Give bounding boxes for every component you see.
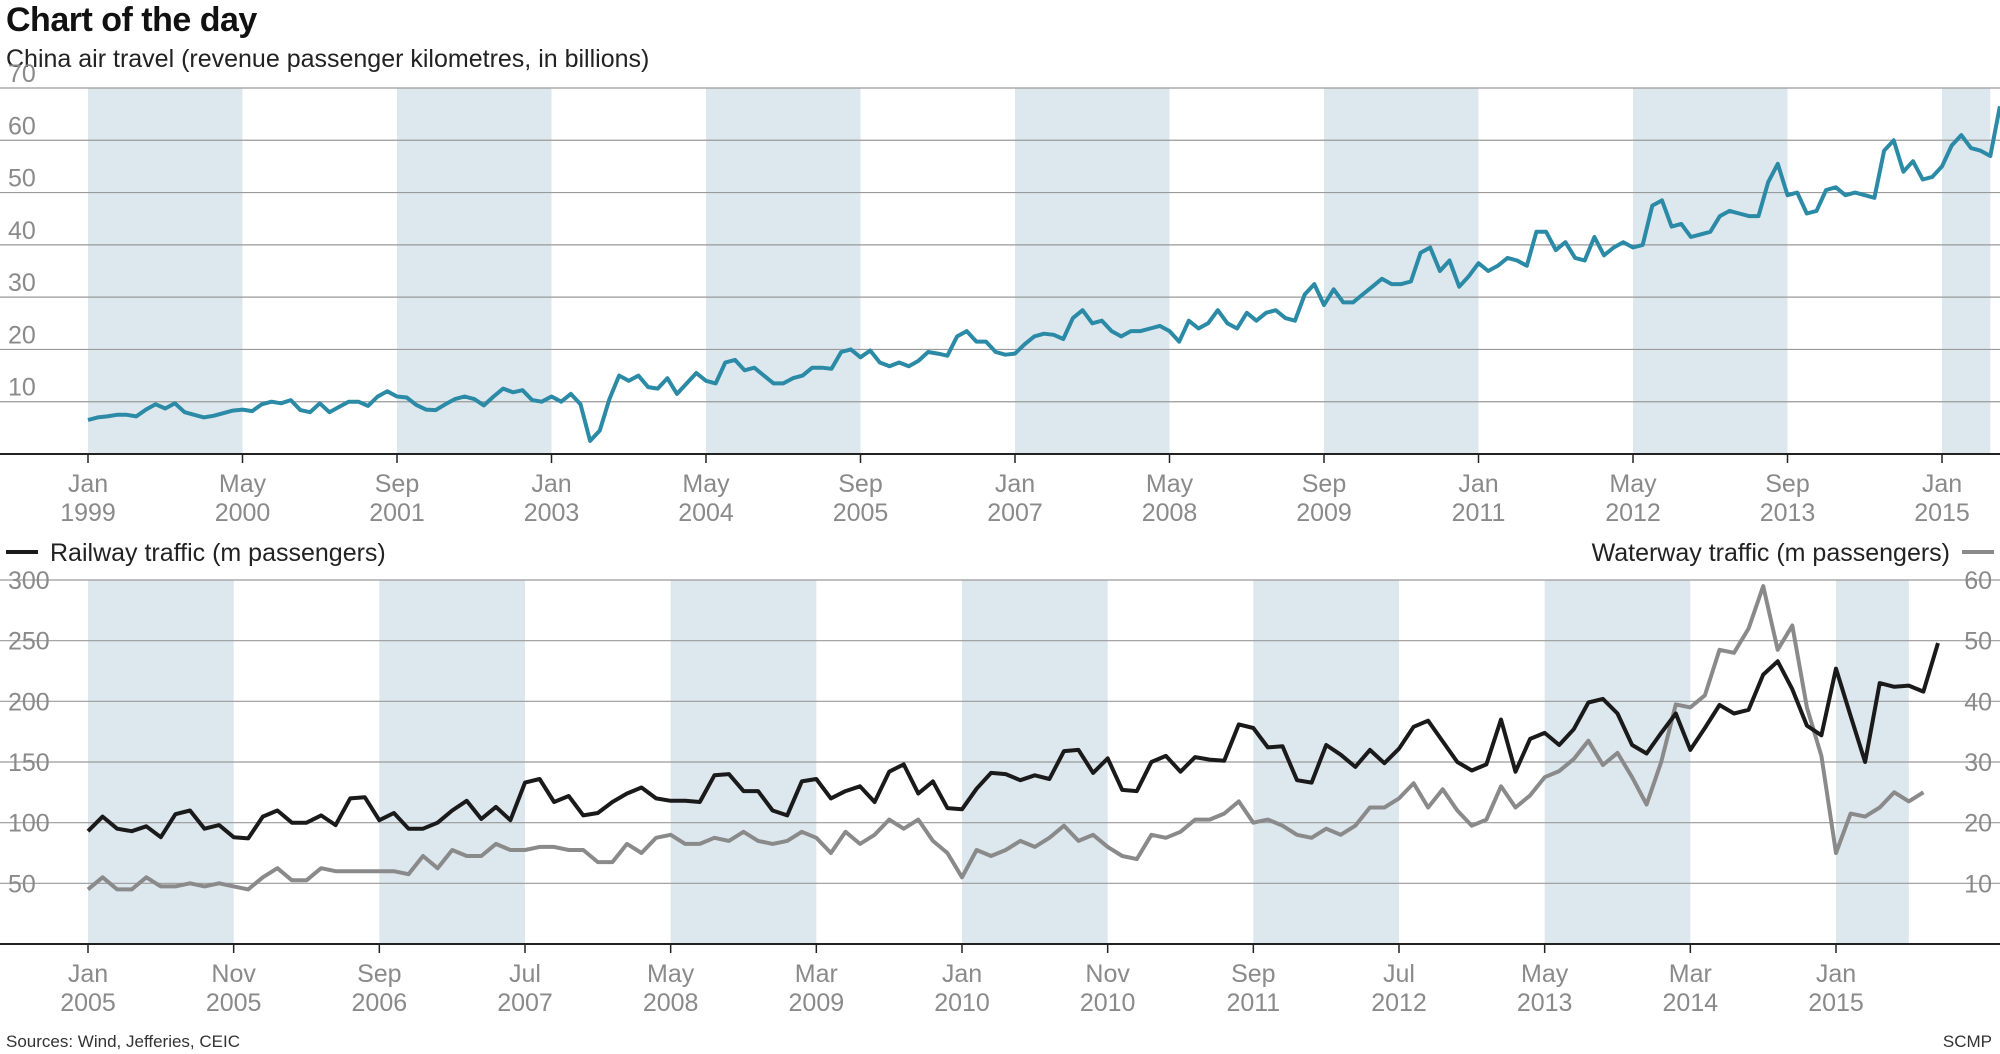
bottom-x-tick-month: Jul [1383, 960, 1415, 988]
bottom-x-tick-year: 2010 [934, 989, 990, 1017]
top-x-tick-year: 2003 [524, 499, 580, 527]
top-x-tick-month: May [1609, 470, 1657, 498]
bottom-x-tick-year: 2005 [60, 989, 116, 1017]
bottom-x-tick-year: 2006 [352, 989, 408, 1017]
top-y-tick-labels: 10 20 30 40 50 60 70 [8, 60, 36, 402]
top-y-tick-label: 40 [8, 217, 36, 245]
bottom-left-y-tick-label: 300 [8, 567, 50, 595]
bottom-x-tick-month: Sep [357, 960, 401, 988]
bottom-x-tick-year: 2010 [1080, 989, 1136, 1017]
top-x-tick-month: May [682, 470, 730, 498]
bottom-left-y-tick-label: 250 [8, 628, 50, 656]
top-x-tick-month: May [1146, 470, 1194, 498]
top-y-tick-label: 30 [8, 269, 36, 297]
bottom-x-tick-month: Nov [1085, 960, 1130, 988]
top-x-tick-month: May [219, 470, 267, 498]
bottom-x-tick-year: 2008 [643, 989, 699, 1017]
bottom-left-y-tick-labels: 50 100 150 200 250 300 [8, 567, 50, 898]
bottom-x-tick-month: Mar [795, 960, 838, 988]
bottom-x-tick-month: Jul [509, 960, 541, 988]
top-y-tick-label: 50 [8, 165, 36, 193]
top-x-tick-month: Jan [1458, 470, 1498, 498]
bottom-x-tick-month: May [647, 960, 695, 988]
bottom-left-y-tick-label: 100 [8, 810, 50, 838]
bottom-right-y-tick-label: 20 [1964, 810, 1992, 838]
bottom-x-tick-year: 2005 [206, 989, 262, 1017]
top-x-tick-year: 2012 [1605, 499, 1661, 527]
bottom-x-tick-month: Jan [1816, 960, 1856, 988]
bottom-x-tick-year: 2007 [497, 989, 553, 1017]
bottom-x-tick-month: Jan [942, 960, 982, 988]
bottom-x-tick-month: May [1521, 960, 1569, 988]
top-x-ticks: Jan1999May2000Sep2001Jan2003May2004Sep20… [60, 454, 1970, 527]
bottom-right-y-tick-labels: 10 20 30 40 50 60 [1964, 567, 1992, 898]
top-x-tick-month: Sep [1302, 470, 1346, 498]
railway-series-line [86, 642, 1940, 841]
source-note: Sources: Wind, Jefferies, CEIC [6, 1032, 240, 1051]
bottom-series-group [86, 584, 1940, 892]
credit-note: SCMP [1942, 1032, 1992, 1051]
bottom-right-y-tick-label: 50 [1964, 628, 1992, 656]
bottom-x-tick-year: 2011 [1226, 989, 1280, 1017]
bottom-x-tick-month: Mar [1669, 960, 1712, 988]
bottom-right-y-tick-label: 10 [1964, 870, 1992, 898]
top-x-tick-year: 2005 [833, 499, 889, 527]
bottom-right-y-tick-label: 40 [1964, 688, 1992, 716]
top-x-tick-month: Jan [68, 470, 108, 498]
top-y-tick-label: 10 [8, 374, 36, 402]
bottom-x-tick-year: 2014 [1663, 989, 1719, 1017]
top-x-tick-month: Sep [838, 470, 882, 498]
top-x-tick-year: 1999 [60, 499, 116, 527]
top-x-tick-month: Jan [1922, 470, 1962, 498]
top-x-tick-year: 2000 [215, 499, 271, 527]
waterway-series-line [86, 584, 1925, 892]
bottom-x-tick-year: 2009 [789, 989, 845, 1017]
top-x-tick-year: 2013 [1760, 499, 1816, 527]
air-travel-series-line [87, 105, 2000, 443]
top-x-tick-year: 2004 [678, 499, 734, 527]
top-x-tick-year: 2015 [1914, 499, 1970, 527]
top-shaded-band [88, 88, 243, 454]
bottom-right-y-tick-label: 30 [1964, 749, 1992, 777]
bottom-left-y-tick-label: 150 [8, 749, 50, 777]
bottom-legend: Railway traffic (m passengers) Waterway t… [6, 539, 1994, 567]
bottom-x-tick-year: 2012 [1371, 989, 1427, 1017]
top-y-tick-label: 70 [8, 60, 36, 88]
top-x-tick-year: 2009 [1296, 499, 1352, 527]
top-x-tick-year: 2008 [1142, 499, 1198, 527]
top-x-tick-month: Sep [375, 470, 419, 498]
chart-subtitle: China air travel (revenue passenger kilo… [6, 45, 650, 73]
bottom-x-tick-month: Sep [1231, 960, 1275, 988]
top-series-group [87, 105, 2000, 443]
top-x-tick-year: 2011 [1452, 499, 1506, 527]
top-shaded-band [706, 88, 861, 454]
top-shaded-band [1015, 88, 1170, 454]
top-x-tick-year: 2001 [369, 499, 425, 527]
railway-legend-label: Railway traffic (m passengers) [50, 539, 386, 567]
bottom-x-tick-month: Nov [211, 960, 256, 988]
bottom-x-ticks: Jan2005Nov2005Sep2006Jul2007May2008Mar20… [60, 944, 1864, 1017]
top-gridlines [0, 87, 2000, 455]
top-shaded-bands [88, 88, 1991, 454]
top-x-tick-year: 2007 [987, 499, 1043, 527]
top-y-tick-label: 20 [8, 321, 36, 349]
bottom-x-tick-year: 2015 [1808, 989, 1864, 1017]
top-x-tick-month: Jan [531, 470, 571, 498]
top-shaded-band [1633, 88, 1788, 454]
chart-title: Chart of the day [6, 1, 257, 39]
waterway-legend-label: Waterway traffic (m passengers) [1592, 539, 1950, 567]
bottom-left-y-tick-label: 200 [8, 688, 50, 716]
top-y-tick-label: 60 [8, 112, 36, 140]
bottom-right-y-tick-label: 60 [1964, 567, 1992, 595]
bottom-left-y-tick-label: 50 [8, 870, 36, 898]
bottom-x-tick-year: 2013 [1517, 989, 1573, 1017]
top-x-tick-month: Jan [995, 470, 1035, 498]
bottom-x-tick-month: Jan [68, 960, 108, 988]
top-x-tick-month: Sep [1765, 470, 1809, 498]
